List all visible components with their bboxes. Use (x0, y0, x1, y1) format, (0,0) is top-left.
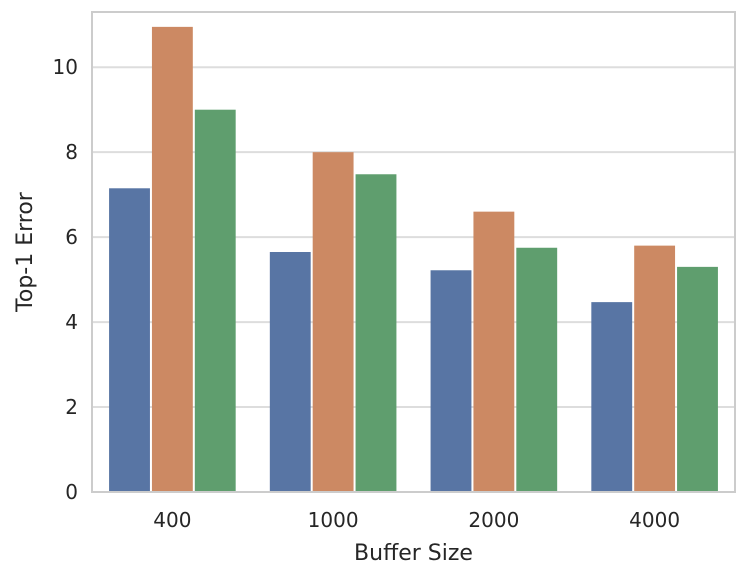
x-tick-label: 2000 (468, 508, 519, 532)
y-axis-label: Top-1 Error (13, 191, 38, 313)
x-tick-label: 4000 (629, 508, 680, 532)
y-tick-label: 4 (65, 310, 78, 334)
y-tick-label: 10 (53, 55, 78, 79)
bar-4000-series-3 (677, 266, 718, 492)
y-tick-label: 8 (65, 140, 78, 164)
x-axis-label: Buffer Size (354, 541, 473, 566)
bar-2000-series-2 (473, 211, 515, 493)
bar-1000-series-3 (355, 174, 397, 492)
plot-frame (91, 11, 736, 493)
x-tick-label: 1000 (308, 508, 359, 532)
y-tick-labels: 0 2 4 6 8 10 (53, 55, 78, 504)
bars (109, 26, 718, 493)
bar-400-series-2 (151, 26, 193, 493)
y-tick-label: 0 (65, 480, 78, 504)
bar-1000-series-1 (269, 252, 311, 492)
bar-4000-series-2 (634, 245, 676, 492)
bar-1000-series-2 (312, 152, 354, 492)
y-tick-label: 2 (65, 395, 78, 419)
x-tick-label: 400 (153, 508, 191, 532)
x-tick-labels: 400 1000 2000 4000 (153, 508, 680, 532)
bar-2000-series-1 (430, 270, 472, 492)
bar-2000-series-3 (516, 247, 558, 492)
bar-400-series-1 (109, 188, 150, 492)
bar-400-series-3 (194, 109, 236, 493)
y-tick-label: 6 (65, 225, 78, 249)
bar-4000-series-1 (591, 302, 633, 492)
